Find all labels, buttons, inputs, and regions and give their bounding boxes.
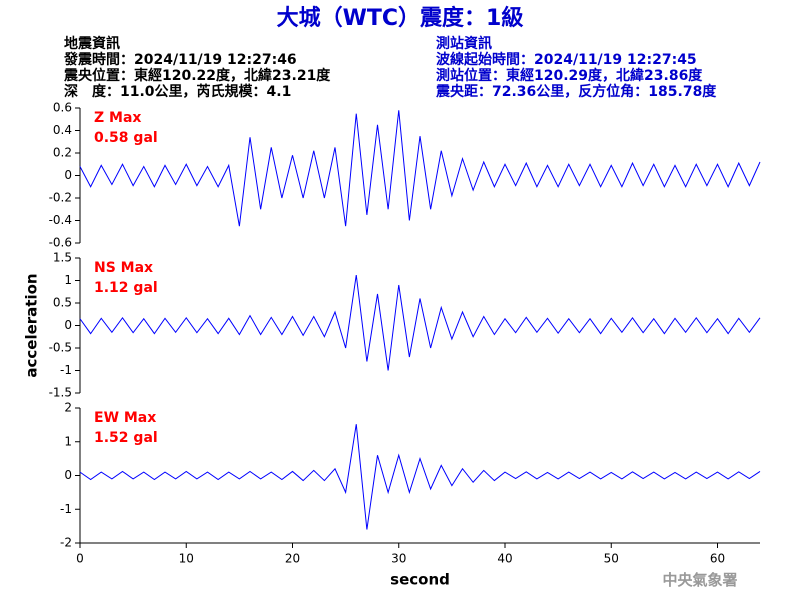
y-tick-label: 0.2 bbox=[53, 146, 72, 160]
footer: 中央氣象署 bbox=[662, 571, 737, 589]
x-tick-label: 40 bbox=[497, 552, 512, 566]
event-info: 深 度：11.0公里，芮氏規模：4.1 bbox=[64, 83, 291, 100]
y-tick-label: -1.5 bbox=[49, 386, 72, 400]
y-tick-label: 1.5 bbox=[53, 251, 72, 265]
y-tick-label: 1 bbox=[64, 434, 72, 448]
y-tick-label: -1 bbox=[60, 363, 72, 377]
y-tick-label: 0 bbox=[64, 168, 72, 182]
event-info: 地震資訊 bbox=[64, 35, 120, 52]
y-tick-label: -2 bbox=[60, 536, 72, 550]
x-tick-label: 10 bbox=[179, 552, 194, 566]
x-tick-label: 60 bbox=[710, 552, 725, 566]
event-info: 震央位置：東經120.22度，北緯23.21度 bbox=[63, 67, 331, 84]
y-tick-label: -0.2 bbox=[49, 191, 72, 205]
waveform bbox=[79, 275, 761, 371]
station-info: 震央距：72.36公里，反方位角：185.78度 bbox=[435, 83, 717, 100]
y-tick-label: 1 bbox=[64, 273, 72, 287]
station-info: 測站位置：東經120.29度，北緯23.86度 bbox=[436, 67, 703, 84]
y-axis-label: acceleration bbox=[23, 273, 41, 377]
y-tick-label: 0 bbox=[64, 318, 72, 332]
component-label: Z Max bbox=[94, 110, 141, 126]
y-tick-label: 0.6 bbox=[53, 101, 72, 115]
waveform bbox=[79, 110, 761, 227]
station-info: 測站資訊 bbox=[436, 35, 492, 52]
component-label: NS Max bbox=[94, 260, 153, 276]
y-tick-label: 0 bbox=[64, 468, 72, 482]
max-value-label: 0.58 gal bbox=[94, 130, 158, 146]
y-tick-label: -0.6 bbox=[49, 236, 72, 250]
max-value-label: 1.12 gal bbox=[94, 280, 158, 296]
station-info: 波線起始時間：2024/11/19 12:27:45 bbox=[436, 51, 697, 68]
x-tick-label: 50 bbox=[604, 552, 619, 566]
x-tick-label: 20 bbox=[285, 552, 300, 566]
y-tick-label: -1 bbox=[60, 502, 72, 516]
x-tick-label: 30 bbox=[391, 552, 406, 566]
y-tick-label: 2 bbox=[64, 401, 72, 415]
event-info: 發震時間：2024/11/19 12:27:46 bbox=[63, 51, 297, 68]
x-tick-label: 0 bbox=[76, 552, 84, 566]
y-tick-label: -0.4 bbox=[49, 213, 72, 227]
y-tick-label: -0.5 bbox=[49, 341, 72, 355]
y-tick-label: 0.4 bbox=[53, 123, 72, 137]
chart-title: 大城（WTC）震度：1級 bbox=[277, 5, 524, 31]
y-tick-label: 0.5 bbox=[53, 296, 72, 310]
max-value-label: 1.52 gal bbox=[94, 430, 158, 446]
x-axis-label: second bbox=[390, 571, 450, 589]
component-label: EW Max bbox=[94, 410, 156, 426]
waveform bbox=[79, 424, 761, 530]
